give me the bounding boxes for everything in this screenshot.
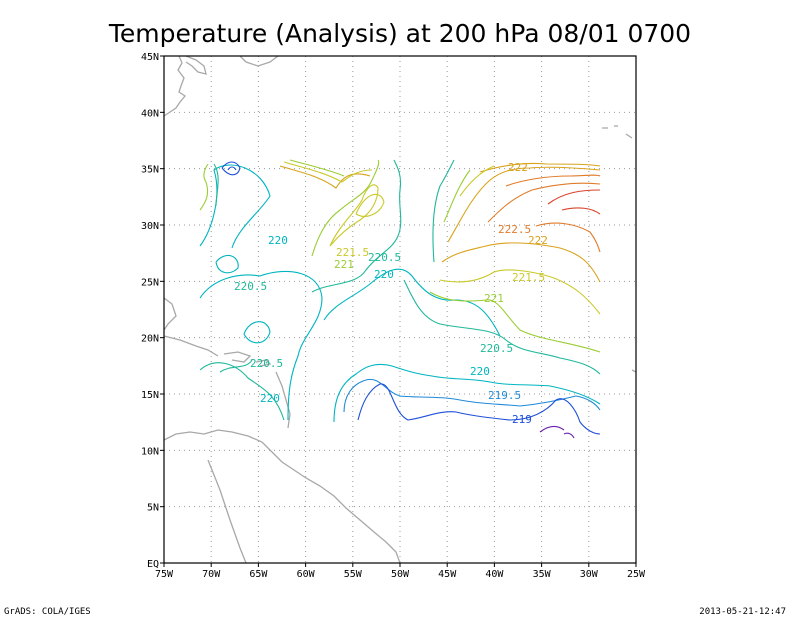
contour-220-loop-b [243,321,271,344]
lon-tick-label: 65W [249,569,268,580]
contour-label: 221 [334,258,354,271]
coast-hispaniola [223,351,252,363]
coast-nova-scotia [185,55,207,75]
contour-label: 219 [512,413,532,426]
contour-221-5-center [329,184,379,247]
lat-tick-label: 15N [141,390,159,401]
lon-tick-label: 70W [202,569,221,580]
contour-220-5-east [403,279,601,375]
lon-tick-label: 55W [344,569,363,580]
lon-tick-label: 50W [391,569,410,580]
lon-tick-label: 60W [297,569,316,580]
contour-221-5-east [439,269,601,315]
contour-220-west [199,270,323,421]
latitude-ticks: EQ 5N 10N 15N 20N 25N 30N 35N 40N 45N [141,52,164,570]
contour-222-top-west [279,165,371,189]
coast-cuba [163,335,219,357]
coast-azores-islands [602,125,633,139]
contour-label: 220 [470,365,490,378]
contour-labels: 222 222.5 222 221.5 221 221.5 221 220.5 … [234,161,548,426]
lat-tick-label: 30N [141,221,159,232]
contour-label: 220.5 [368,251,401,264]
coast-south-america-inland [207,459,247,564]
contour-label: 221.5 [336,246,369,259]
coastlines [163,55,637,564]
contour-220-5-center [311,159,402,293]
contour-221-5-loop [355,193,385,217]
coast-puerto-rico [255,359,272,367]
lat-tick-label: 10N [141,446,159,457]
contour-219-5-low-center [221,161,241,176]
contour-label: 221 [484,292,504,305]
contour-label: 222 [528,234,548,247]
lat-tick-label: 20N [141,334,159,345]
contour-219-lower [357,383,601,435]
contour-label: 220 [268,234,288,247]
contour-221-west-top [199,163,209,211]
contour-222-5-east [487,182,601,223]
contour-219-5-lower [343,378,601,413]
coast-east-edge [631,369,637,373]
lat-tick-label: 25N [141,277,159,288]
contour-label: 220 [374,268,394,281]
lat-tick-label: EQ [147,559,159,570]
lon-tick-label: 25W [627,569,646,580]
longitude-ticks: 75W 70W 65W 60W 55W 50W 45W 40W 35W 30W 25W [155,563,646,580]
contour-221-top-east [443,169,471,223]
lat-tick-label: 5N [147,503,159,514]
gridlines [164,56,636,563]
coast-florida [163,297,177,331]
lat-tick-label: 45N [141,52,159,63]
contour-220-5-south [219,359,253,373]
contour-220-5-west-top [213,163,219,207]
lon-tick-label: 40W [485,569,504,580]
lon-tick-label: 30W [580,569,599,580]
temperature-contours [199,159,601,439]
contour-223-east-b [561,207,601,215]
contour-223-east [547,189,601,205]
contour-220-lower [333,363,601,423]
contour-221-east [429,291,601,353]
footer-timestamp: 2013-05-21-12:47 [699,607,786,617]
coast-north-america [163,55,186,117]
contour-label: 220.5 [480,342,513,355]
coast-lesser-antilles [275,371,291,429]
contour-label: 221.5 [512,271,545,284]
contour-222-5-top-east [505,174,601,187]
contour-220 [199,164,271,249]
lon-tick-label: 75W [155,569,174,580]
coast-newfoundland [239,55,279,67]
contour-222-east-inner [441,242,601,283]
contour-label: 220.5 [250,357,283,370]
contour-221-top [289,159,345,177]
contour-221-center [311,159,380,257]
lat-tick-label: 35N [141,165,159,176]
contour-label: 219.5 [488,389,521,402]
contour-label: 220 [260,392,280,405]
contour-222-5-east-b [535,222,601,253]
contour-220-5-west [199,362,285,421]
contour-218-5-lower [539,425,575,439]
contour-220-loop-a [215,254,239,274]
contour-220-5-top-east [432,159,455,263]
contour-221-5-top [283,161,373,183]
coast-south-america [163,429,401,564]
contour-label: 222 [508,161,528,174]
map-title: Temperature (Analysis) at 200 hPa 08/01 … [108,19,691,48]
contour-220-center [323,268,501,337]
lat-tick-label: 40N [141,108,159,119]
lon-tick-label: 45W [438,569,457,580]
contour-222-top-east [479,162,601,173]
footer-credit: GrADS: COLA/IGES [4,607,91,617]
contour-221-5-top-east [459,165,495,197]
contour-label: 222.5 [498,223,531,236]
contour-label: 220.5 [234,280,267,293]
lon-tick-label: 35W [533,569,552,580]
contour-222-east [447,166,601,243]
